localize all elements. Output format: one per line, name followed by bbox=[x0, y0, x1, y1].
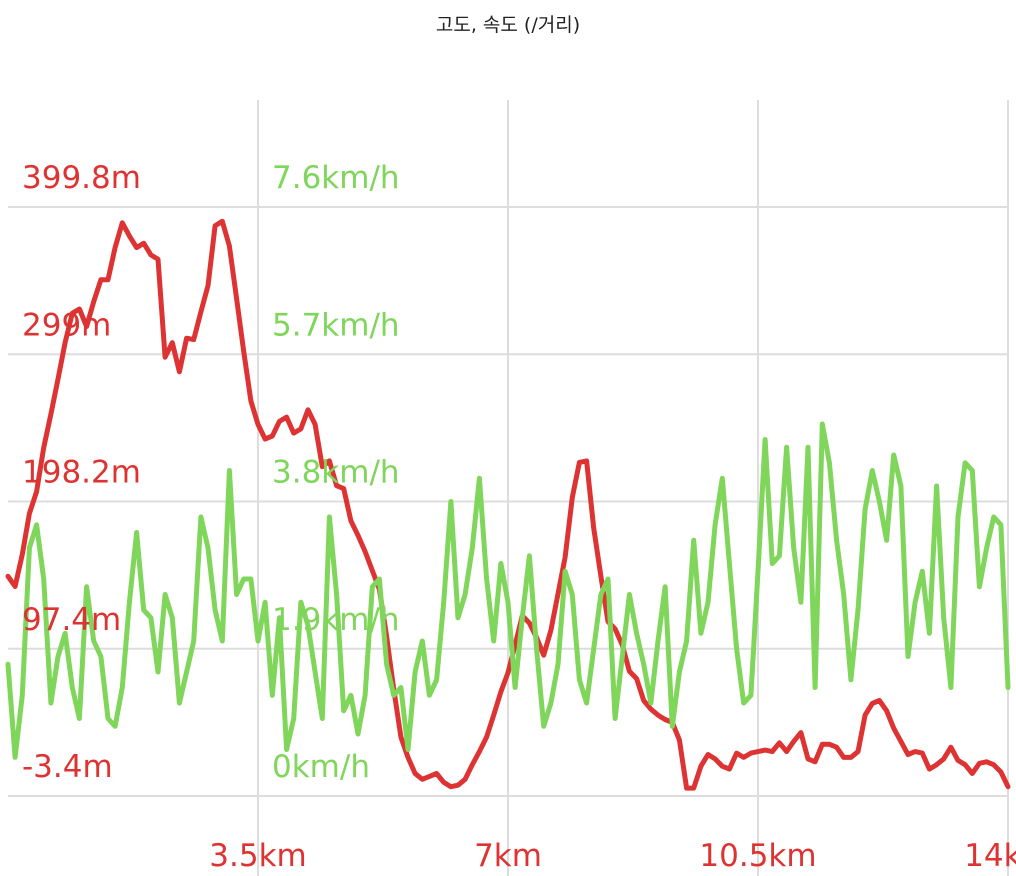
y-right-tick-label: 7.6km/h bbox=[272, 160, 400, 196]
y-left-tick-label: 97.4m bbox=[22, 602, 121, 638]
y-right-tick-label: 0km/h bbox=[272, 749, 370, 785]
chart-title: 고도, 속도 (/거리) bbox=[435, 14, 581, 36]
x-tick-label: 10.5km bbox=[699, 838, 816, 874]
y-left-tick-label: -3.4m bbox=[22, 749, 113, 785]
y-left-tick-label: 299m bbox=[22, 307, 111, 343]
x-tick-label: 7km bbox=[474, 838, 542, 874]
series-layer bbox=[5, 218, 1011, 791]
speed-series-line bbox=[5, 421, 1011, 760]
label-layer: -3.4m 97.4m 198.2m 299m 399.8m 0km/h 1.9km/h 3.… bbox=[22, 160, 1016, 874]
y-right-tick-label: 3.8km/h bbox=[272, 455, 400, 491]
elevation-series-line bbox=[5, 218, 1011, 791]
x-tick-label: 14km bbox=[964, 838, 1016, 874]
y-left-tick-label: 399.8m bbox=[22, 160, 141, 196]
y-right-tick-label: 5.7km/h bbox=[272, 307, 400, 343]
grid-layer bbox=[8, 100, 1009, 876]
y-right-tick-label: 1.9km/h bbox=[272, 602, 400, 638]
x-tick-label: 3.5km bbox=[209, 838, 306, 874]
y-left-tick-label: 198.2m bbox=[22, 455, 141, 491]
